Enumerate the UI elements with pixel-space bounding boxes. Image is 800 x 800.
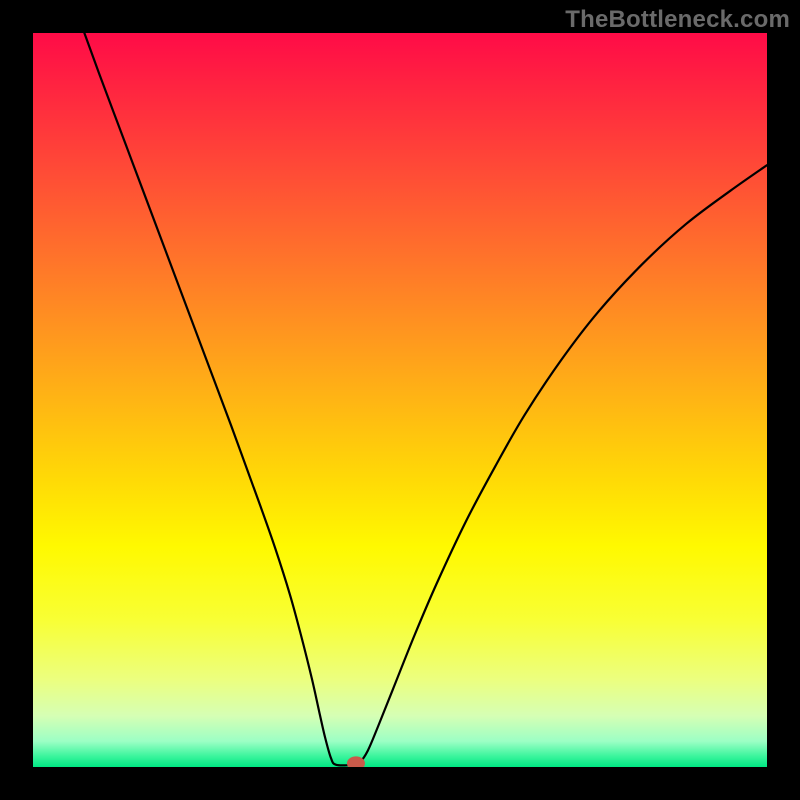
bottleneck-curve <box>84 33 767 765</box>
watermark-text: TheBottleneck.com <box>565 6 790 34</box>
chart-svg <box>33 33 767 767</box>
plot-area <box>33 33 767 767</box>
